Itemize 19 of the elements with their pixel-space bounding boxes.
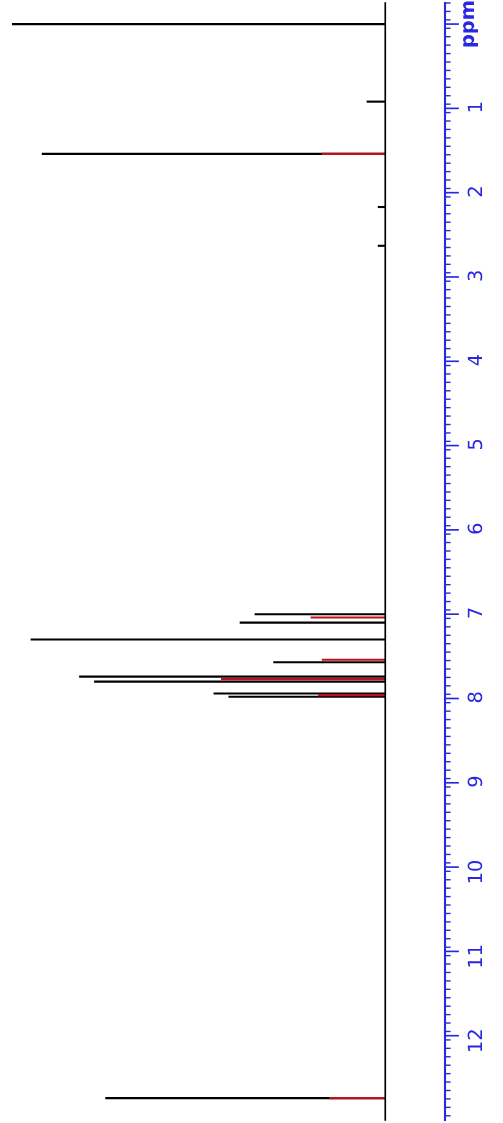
bar	[321, 152, 386, 155]
bar	[321, 658, 386, 661]
y-axis-title: ppm	[463, 1, 478, 47]
y-tick-label: 12	[467, 1030, 482, 1051]
y-tick-label: 7	[467, 608, 482, 618]
y-tick-label: 1	[467, 102, 482, 112]
y-tick-label: 8	[467, 692, 483, 703]
y-tick-label: 6	[467, 523, 483, 534]
y-tick-label: 9	[467, 776, 483, 787]
bar	[310, 616, 386, 619]
y-tick-label: 11	[467, 945, 482, 967]
bar	[318, 694, 386, 697]
y-tick-label: 3	[467, 271, 483, 281]
y-tick-label: 10	[467, 861, 483, 883]
y-tick-label: 4	[467, 354, 482, 366]
bar	[329, 1097, 386, 1100]
y-tick-label: 2	[467, 187, 482, 197]
y-tick-label: 5	[467, 439, 483, 450]
bar	[221, 678, 386, 681]
